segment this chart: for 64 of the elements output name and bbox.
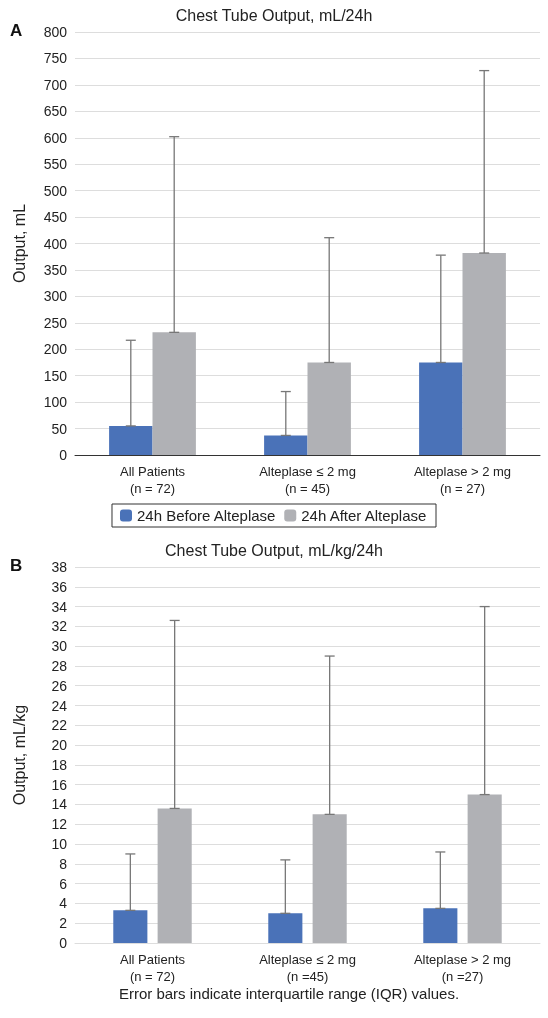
y-axis-title: Output, mL/kg: [10, 704, 28, 806]
chart-title: Chest Tube Output, mL/kg/24h: [165, 541, 383, 559]
bar: [113, 910, 148, 943]
y-tick-label: 500: [43, 182, 68, 199]
y-tick-label: 30: [51, 638, 68, 655]
y-tick-label: 26: [51, 677, 68, 694]
y-tick-label: 650: [43, 103, 68, 120]
y-tick-label: 28: [51, 657, 68, 674]
y-tick-label: 18: [51, 756, 68, 773]
y-tick-label: 32: [51, 618, 68, 635]
y-tick-label: 8: [59, 855, 68, 872]
y-tick-label: 14: [51, 796, 68, 813]
y-tick-label: 0: [59, 935, 68, 951]
y-tick-label: 250: [43, 314, 68, 331]
x-tick-label: Alteplase > 2 mg (n = 27): [413, 464, 512, 496]
y-tick-label: 12: [51, 816, 68, 833]
y-tick-label: 50: [51, 420, 68, 437]
y-tick-label: 16: [51, 776, 68, 793]
y-tick-label: 10: [51, 836, 68, 853]
legend-label: 24h After Alteplase: [301, 507, 427, 524]
bar: [157, 808, 192, 943]
y-tick-label: 350: [43, 261, 68, 278]
y-tick-label: 2: [59, 915, 68, 932]
bar: [312, 814, 347, 943]
x-tick-label: Alteplase ≤ 2 mg (n = 45): [259, 464, 356, 496]
bar: [307, 362, 351, 455]
y-tick-label: 22: [51, 717, 68, 734]
x-tick-label: All Patients (n = 72): [119, 952, 186, 984]
bar: [152, 332, 196, 455]
y-tick-label: 450: [43, 209, 68, 226]
y-tick-label: 24: [51, 697, 68, 714]
bar: [419, 362, 463, 455]
y-tick-label: 550: [43, 156, 68, 173]
y-tick-label: 36: [51, 578, 68, 595]
text: A: [10, 21, 23, 40]
y-tick-label: 750: [43, 50, 68, 67]
y-axis-title: Output, mL: [10, 203, 28, 284]
x-tick-label: All Patients (n = 72): [119, 464, 186, 496]
y-tick-label: 100: [43, 394, 68, 411]
y-tick-label: 20: [51, 737, 68, 754]
text: B: [10, 556, 23, 575]
bar: [467, 794, 502, 943]
y-tick-label: 200: [43, 341, 68, 358]
bar: [264, 435, 308, 455]
bar: [268, 913, 303, 943]
y-tick-label: 34: [51, 598, 68, 615]
y-tick-label: 0: [59, 447, 68, 463]
y-tick-label: 400: [43, 235, 68, 252]
bar: [109, 425, 153, 455]
chart-title: Chest Tube Output, mL/24h: [175, 6, 373, 24]
y-tick-label: 800: [43, 24, 68, 40]
bar: [423, 908, 458, 943]
text: Error bars indicate interquartile range (IQR) values.: [117, 985, 461, 1002]
y-tick-label: 600: [43, 129, 68, 146]
y-tick-label: 700: [43, 76, 68, 93]
y-tick-label: 300: [43, 288, 68, 305]
y-tick-label: 38: [51, 559, 68, 575]
bar: [462, 253, 506, 455]
y-tick-label: 4: [59, 895, 68, 912]
legend-label: 24h Before Alteplase: [137, 507, 276, 524]
y-tick-label: 150: [43, 367, 68, 384]
x-tick-label: Alteplase ≤ 2 mg (n =45): [259, 952, 356, 984]
y-tick-label: 6: [59, 875, 68, 892]
x-tick-label: Alteplase > 2 mg (n =27): [413, 952, 512, 984]
